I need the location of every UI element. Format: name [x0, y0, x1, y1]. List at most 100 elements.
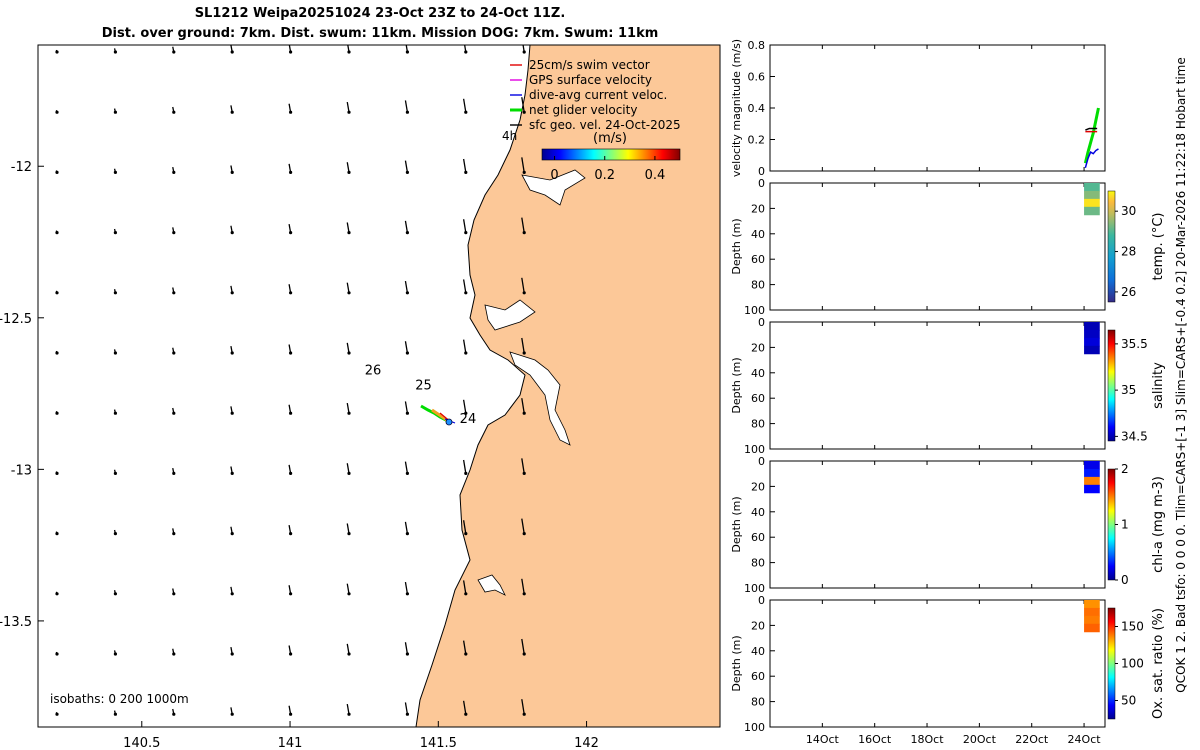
panel-colorbar — [1107, 607, 1116, 720]
velocity-arrow-tail — [347, 652, 351, 656]
velocity-arrow-tail — [113, 411, 117, 415]
velocity-arrow-tail — [113, 471, 117, 475]
panel-ytick-label: 0 — [758, 594, 765, 607]
velocity-arrow — [346, 463, 350, 474]
velocity-arrow — [462, 640, 467, 655]
side-annotation: QCOK 1 2. Bad tsfo: 0 0 0 0. Tlim=CARS+[… — [1174, 57, 1188, 693]
panel-ytick-label: 20 — [751, 341, 765, 354]
velocity-arrow-tail — [55, 110, 59, 114]
panel-ylabel: velocity magnitude (m/s) — [730, 39, 743, 177]
velocity-arrow-tail — [113, 231, 117, 235]
velocity-arrow-tail — [522, 231, 526, 235]
speed-colorbar-tick-label: 0.4 — [645, 168, 666, 183]
velocity-arrow-tail — [230, 592, 234, 596]
map-ytick-label: -12 — [11, 160, 32, 175]
panel-ytick-label: 0.2 — [748, 134, 766, 147]
panel-ytick-label: 20 — [751, 480, 765, 493]
panel-ytick-label: 60 — [751, 253, 765, 266]
panel-ytick-label: 80 — [751, 279, 765, 292]
velocity-arrow-tail — [230, 231, 234, 235]
velocity-arrow-tail — [289, 231, 293, 235]
profile-cell — [1084, 198, 1100, 208]
velocity-arrow-tail — [230, 652, 234, 656]
velocity-arrow — [346, 523, 350, 534]
velocity-arrow — [404, 461, 409, 474]
speed-colorbar — [541, 148, 681, 161]
velocity-arrow-tail — [347, 411, 351, 415]
velocity-arrow-tail — [347, 592, 351, 596]
velocity-arrow-tail — [172, 712, 176, 716]
velocity-arrow — [346, 643, 350, 655]
profile-cell — [1084, 190, 1100, 200]
velocity-series — [1083, 107, 1100, 164]
velocity-arrow-tail — [405, 291, 409, 295]
panel-colorbar — [1107, 329, 1116, 442]
panel-ytick-label: 60 — [751, 531, 765, 544]
velocity-arrow-tail — [464, 231, 468, 235]
panel-ylabel: Depth (m) — [730, 218, 743, 274]
velocity-arrow — [521, 638, 525, 655]
velocity-arrow-tail — [522, 351, 526, 355]
panel-ytick-label: 40 — [751, 228, 765, 241]
panel-ytick-label: 40 — [751, 506, 765, 519]
time-xtick-label: 24Oct — [1068, 733, 1102, 746]
velocity-arrow-tail — [230, 411, 234, 415]
panel-ytick-label: 20 — [751, 202, 765, 215]
time-xtick-label: 22Oct — [1015, 733, 1049, 746]
velocity-arrow-tail — [464, 351, 468, 355]
velocity-arrow — [405, 45, 409, 53]
profile-cell — [1084, 615, 1100, 625]
velocity-arrow-tail — [405, 351, 409, 355]
velocity-arrow — [404, 521, 409, 534]
velocity-arrow-tail — [113, 291, 117, 295]
velocity-arrow — [346, 101, 350, 113]
panel-frame — [769, 44, 1106, 172]
velocity-arrow-tail — [289, 411, 293, 415]
isobaths-label: isobaths: 0 200 1000m — [50, 692, 189, 706]
velocity-arrow — [462, 98, 467, 113]
time-xtick-label: 14Oct — [806, 733, 840, 746]
velocity-arrow-tail — [230, 532, 234, 536]
velocity-arrow-tail — [405, 592, 409, 596]
velocity-arrow-tail — [464, 291, 468, 295]
panel-ytick-label: 40 — [751, 367, 765, 380]
velocity-arrow-tail — [347, 170, 351, 174]
velocity-arrow-tail — [172, 110, 176, 114]
velocity-arrow-tail — [172, 50, 176, 54]
panel-ytick-label: 40 — [751, 645, 765, 658]
velocity-arrow-tail — [55, 532, 59, 536]
profile-cell — [1084, 461, 1100, 470]
panel-colorbar-tick-label: 28 — [1121, 245, 1136, 259]
velocity-arrow — [346, 342, 350, 354]
panel-ytick-label: 0 — [758, 165, 765, 178]
velocity-arrow-tail — [464, 50, 468, 54]
panel-ytick-label: 80 — [751, 557, 765, 570]
velocity-arrow — [462, 520, 467, 534]
panel-ylabel: Depth (m) — [730, 496, 743, 552]
panel-ytick-label: 100 — [744, 721, 765, 734]
map-xtick-label: 142 — [574, 736, 599, 750]
legend-label: sfc geo. vel. 24-Oct-2025 — [529, 118, 681, 132]
panel-frame — [769, 182, 1106, 311]
velocity-arrow-tail — [347, 231, 351, 235]
map-frame — [37, 44, 721, 728]
panel-colorbar-label: temp. (°C) — [1151, 213, 1166, 281]
legend-label: dive-avg current veloc. — [529, 88, 667, 102]
velocity-arrow — [404, 702, 409, 715]
velocity-arrow-tail — [289, 291, 293, 295]
panel-frame — [769, 460, 1106, 589]
velocity-arrow-tail — [230, 351, 234, 355]
glider-track — [420, 404, 456, 426]
velocity-arrow — [521, 398, 525, 414]
velocity-arrow-tail — [113, 351, 117, 355]
velocity-arrow-tail — [172, 170, 176, 174]
panel-1: 0 0.2 0.4 0.6 0.8 velocity magnitude (m/s) — [730, 39, 1106, 178]
panel-colorbar-tick-label: 35.5 — [1121, 337, 1148, 351]
velocity-arrow-tail — [464, 712, 468, 716]
velocity-arrow-tail — [522, 411, 526, 415]
velocity-arrow — [462, 580, 467, 594]
velocity-arrow-tail — [522, 471, 526, 475]
velocity-arrow — [462, 399, 467, 414]
velocity-arrow-tail — [464, 532, 468, 536]
